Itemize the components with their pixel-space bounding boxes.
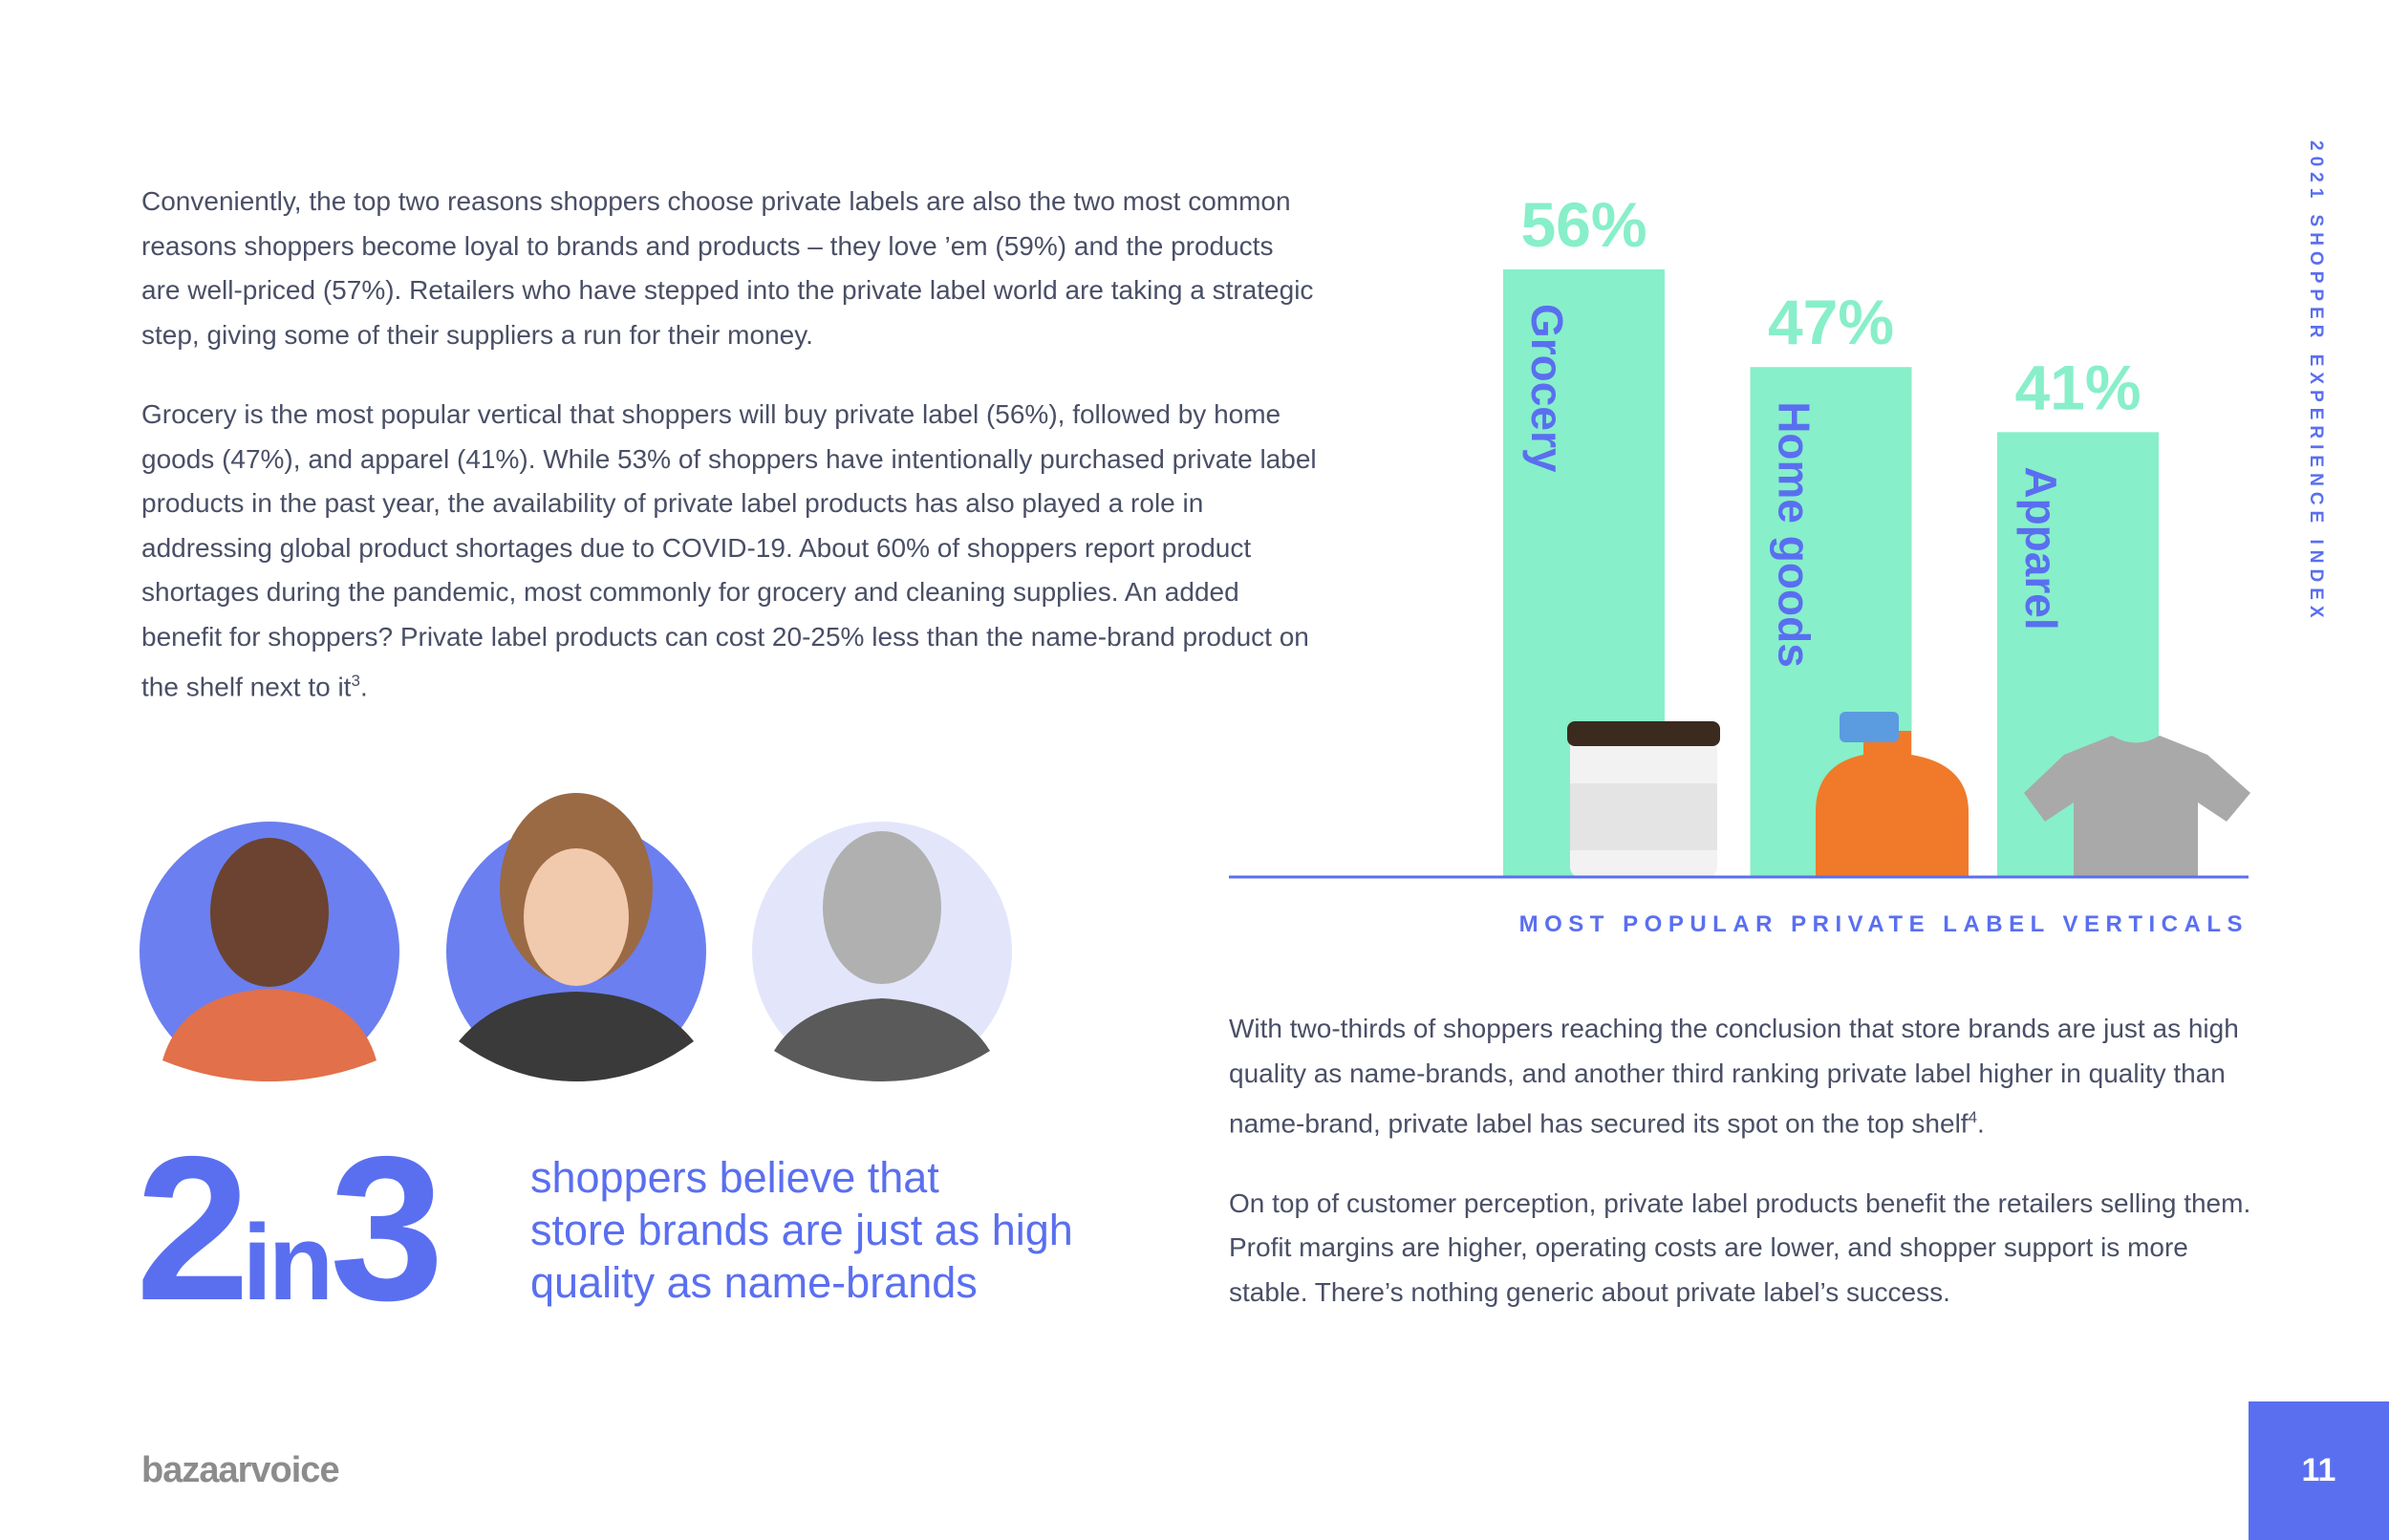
paragraph: Conveniently, the top two reasons shoppe…	[141, 180, 1319, 357]
text: On top of customer perception, private l…	[1229, 1187, 2251, 1307]
caption-line: quality as name-brands	[530, 1258, 978, 1307]
bottle-cap	[1840, 712, 1899, 742]
stat-digit: 2	[136, 1113, 250, 1343]
text: .	[359, 672, 368, 702]
paragraph: Grocery is the most popular vertical tha…	[141, 393, 1319, 710]
text: With two-thirds of shoppers reaching the…	[1229, 1014, 2239, 1139]
portrait-body	[774, 998, 990, 1081]
stat-digit: 3	[330, 1113, 444, 1343]
portrait-face	[524, 848, 629, 986]
text: Grocery is the most popular vertical tha…	[141, 399, 1317, 702]
category-label: Home goods	[1770, 401, 1819, 668]
jar-lid	[1567, 721, 1720, 746]
value-label: 56%	[1520, 189, 1646, 260]
category-label: Grocery	[1522, 304, 1572, 473]
portraits	[140, 793, 1012, 1081]
value-label: 41%	[2014, 352, 2141, 422]
side-label: 2021 SHOPPER EXPERIENCE INDEX	[2306, 140, 2326, 624]
closing: With two-thirds of shoppers reaching the…	[1229, 1007, 2256, 1350]
products	[1567, 712, 2250, 877]
jar-label	[1570, 783, 1717, 850]
bottle	[1816, 731, 1969, 877]
category-label: Apparel	[2016, 466, 2066, 630]
value-label: 47%	[1768, 287, 1894, 357]
stat-number: 2in3	[136, 1125, 444, 1331]
paragraph: With two-thirds of shoppers reaching the…	[1229, 1007, 2256, 1146]
stat-word: in	[242, 1203, 334, 1322]
portrait-face	[823, 831, 941, 984]
paragraph: On top of customer perception, private l…	[1229, 1182, 2256, 1315]
intro: Conveniently, the top two reasons shoppe…	[141, 180, 1319, 745]
text: Conveniently, the top two reasons shoppe…	[141, 186, 1314, 350]
portrait-body	[162, 989, 377, 1081]
footnote: 3	[351, 672, 360, 690]
caption-line: shoppers believe that	[530, 1153, 939, 1202]
footnote: 4	[1968, 1108, 1978, 1126]
portrait-face	[210, 838, 329, 987]
tshirt	[2024, 736, 2250, 877]
stat-caption: shoppers believe that store brands are j…	[530, 1151, 1073, 1309]
text: .	[1977, 1108, 1985, 1139]
page-number: 11	[2249, 1401, 2389, 1540]
caption-line: store brands are just as high	[530, 1206, 1073, 1254]
chart-title: MOST POPULAR PRIVATE LABEL VERTICALS	[1519, 911, 2249, 937]
portrait-body	[459, 992, 694, 1081]
logo: bazaarvoice	[141, 1450, 340, 1490]
